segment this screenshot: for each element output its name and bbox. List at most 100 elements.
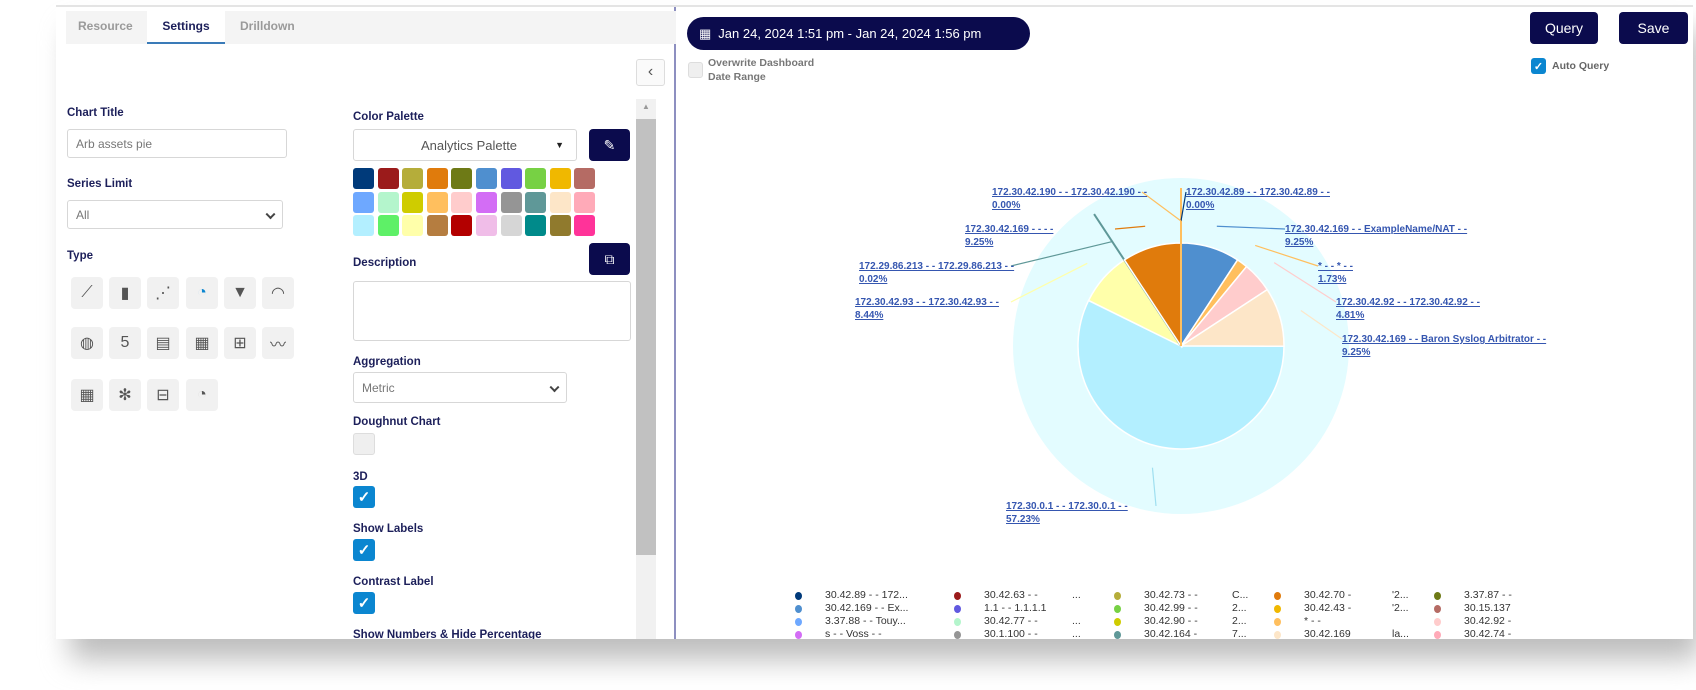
bar-chart-icon[interactable]: ▮ (109, 277, 141, 309)
palette-swatch[interactable] (451, 168, 473, 189)
pie-data-label[interactable]: * - - * - - 1.73% (1318, 260, 1353, 286)
pie-data-label[interactable]: 172.29.86.213 - - 172.29.86.213 - - 0.02% (859, 260, 1014, 286)
palette-swatch[interactable] (476, 215, 497, 236)
palette-swatch[interactable] (451, 191, 473, 213)
tab-resource[interactable]: Resource (78, 19, 133, 33)
legend-item[interactable]: 30.1.100 - - (984, 628, 1038, 639)
grid-icon[interactable]: ▦ (71, 379, 103, 411)
palette-swatch[interactable] (402, 215, 424, 236)
legend-item[interactable]: 30.42.169 - - Ex... (825, 602, 909, 614)
pie-data-label[interactable]: 172.30.0.1 - - 172.30.0.1 - - 57.23% (1006, 500, 1128, 526)
palette-swatch[interactable] (353, 168, 374, 189)
legend-item[interactable]: 30.42.73 - - (1144, 589, 1198, 601)
legend-item[interactable]: 3.37.87 - - (1464, 589, 1512, 601)
palette-swatch[interactable] (451, 215, 473, 236)
scroll-up-arrow[interactable]: ▲ (642, 102, 650, 111)
trend-icon[interactable]: 〰 (262, 327, 294, 359)
palette-swatch[interactable] (574, 168, 596, 189)
legend-item[interactable]: 30.42.89 - - 172... (825, 589, 908, 601)
3d-checkbox[interactable]: ✓ (353, 486, 375, 508)
palette-swatch[interactable] (377, 168, 399, 189)
contrast-label-checkbox[interactable]: ✓ (353, 592, 375, 614)
table-icon[interactable]: ▤ (147, 327, 179, 359)
chart-title-input[interactable]: Arb assets pie (67, 129, 287, 158)
date-range-picker[interactable]: ▦ Jan 24, 2024 1:51 pm - Jan 24, 2024 1:5… (687, 17, 1030, 50)
auto-query-checkbox[interactable]: ✓ (1531, 58, 1546, 74)
legend-item[interactable]: 30.42.169 (1304, 628, 1351, 639)
show-labels-checkbox[interactable]: ✓ (353, 539, 375, 561)
palette-swatch[interactable] (525, 215, 547, 236)
palette-swatch[interactable] (574, 191, 596, 213)
query-button[interactable]: Query (1530, 12, 1598, 44)
palette-swatch[interactable] (426, 215, 448, 236)
funnel-icon[interactable]: ▼ (224, 277, 256, 309)
palette-swatch[interactable] (476, 191, 497, 213)
pie-data-label[interactable]: 172.30.42.190 - - 172.30.42.190 - - 0.00% (992, 186, 1147, 212)
collapse-panel-button[interactable]: ‹ (636, 59, 665, 86)
palette-swatch[interactable] (574, 215, 596, 236)
scrollbar-thumb[interactable] (636, 119, 656, 555)
palette-swatch[interactable] (402, 191, 424, 213)
palette-swatch[interactable] (426, 168, 448, 189)
pie-data-label[interactable]: 172.30.42.169 - - ExampleName/NAT - - 9.2… (1285, 223, 1467, 249)
aggregation-select[interactable]: Metric (353, 372, 567, 403)
legend-item[interactable]: 30.42.77 - - (984, 615, 1038, 627)
legend-item[interactable]: 30.42.99 - - (1144, 602, 1198, 614)
calculator-icon[interactable]: ▦ (186, 327, 218, 359)
legend-item[interactable]: s - - Voss - - (825, 628, 882, 639)
palette-swatch[interactable] (549, 168, 571, 189)
legend-item[interactable]: * - - (1304, 615, 1321, 627)
palette-swatch[interactable] (549, 215, 571, 236)
legend-item[interactable]: 30.42.90 - - (1144, 615, 1198, 627)
scatter-chart-icon[interactable]: ⋰ (147, 277, 179, 309)
pie-data-label[interactable]: 172.30.42.93 - - 172.30.42.93 - - 8.44% (855, 296, 999, 322)
pivot-table-icon[interactable]: ⊟ (147, 379, 179, 411)
series-limit-select[interactable]: All (67, 200, 283, 229)
pie-bar-icon[interactable]: ◔ (186, 379, 218, 411)
palette-swatch[interactable] (525, 168, 547, 189)
palette-swatch[interactable] (500, 191, 522, 213)
overwrite-date-range-checkbox[interactable] (688, 62, 703, 78)
palette-swatch[interactable] (353, 215, 374, 236)
legend-item[interactable]: 30.42.92 - (1464, 615, 1512, 627)
scrollbar[interactable]: ▲ (636, 99, 656, 639)
legend-item[interactable]: 30.15.137 (1464, 602, 1511, 614)
pie-data-label[interactable]: 172.30.42.169 - - Baron Syslog Arbitrato… (1342, 333, 1546, 359)
palette-swatch[interactable] (500, 168, 522, 189)
legend-item[interactable]: 30.42.164 - (1144, 628, 1198, 639)
palette-swatch[interactable] (426, 191, 448, 213)
legend-item[interactable]: 30.42.70 - (1304, 589, 1352, 601)
pie-data-label[interactable]: 172.30.42.89 - - 172.30.42.89 - - 0.00% (1186, 186, 1330, 212)
globe-icon[interactable]: ◍ (71, 327, 103, 359)
palette-swatch[interactable] (476, 168, 497, 189)
color-palette-select[interactable]: Analytics Palette ▼ (353, 129, 577, 161)
legend-item[interactable]: 30.42.74 - (1464, 628, 1512, 639)
palette-swatch[interactable] (402, 168, 424, 189)
pie-chart-icon[interactable]: ◔ (186, 277, 218, 309)
sunburst-icon[interactable]: ✻ (109, 379, 141, 411)
pie-slice[interactable] (1077, 299, 1285, 450)
gauge-icon[interactable]: ◠ (262, 277, 294, 309)
palette-swatch[interactable] (500, 215, 522, 236)
palette-swatch[interactable] (549, 191, 571, 213)
palette-swatch[interactable] (377, 191, 399, 213)
pie-data-label[interactable]: 172.30.42.169 - - - - 9.25% (965, 223, 1053, 249)
legend-item[interactable]: 30.42.43 - (1304, 602, 1352, 614)
palette-swatch[interactable] (353, 191, 374, 213)
tab-drilldown[interactable]: Drilldown (240, 19, 295, 33)
description-textarea[interactable] (353, 281, 631, 341)
legend-item[interactable]: 30.42.63 - - (984, 589, 1038, 601)
legend-item[interactable]: 1.1 - - 1.1.1.1 (984, 602, 1047, 614)
tab-settings[interactable]: Settings (147, 11, 225, 44)
edit-palette-button[interactable]: ✎ (589, 129, 630, 161)
number-icon[interactable]: 5 (109, 327, 141, 359)
doughnut-checkbox[interactable] (353, 433, 375, 455)
palette-swatch[interactable] (525, 191, 547, 213)
palette-swatch[interactable] (377, 215, 399, 236)
legend-item[interactable]: 3.37.88 - - Touy... (825, 615, 906, 627)
sankey-icon[interactable]: ⊞ (224, 327, 256, 359)
description-editor-button[interactable]: ⧉ (589, 243, 630, 275)
pie-data-label[interactable]: 172.30.42.92 - - 172.30.42.92 - - 4.81% (1336, 296, 1480, 322)
line-chart-icon[interactable]: ⟋ (71, 277, 103, 309)
save-button[interactable]: Save (1619, 12, 1688, 44)
